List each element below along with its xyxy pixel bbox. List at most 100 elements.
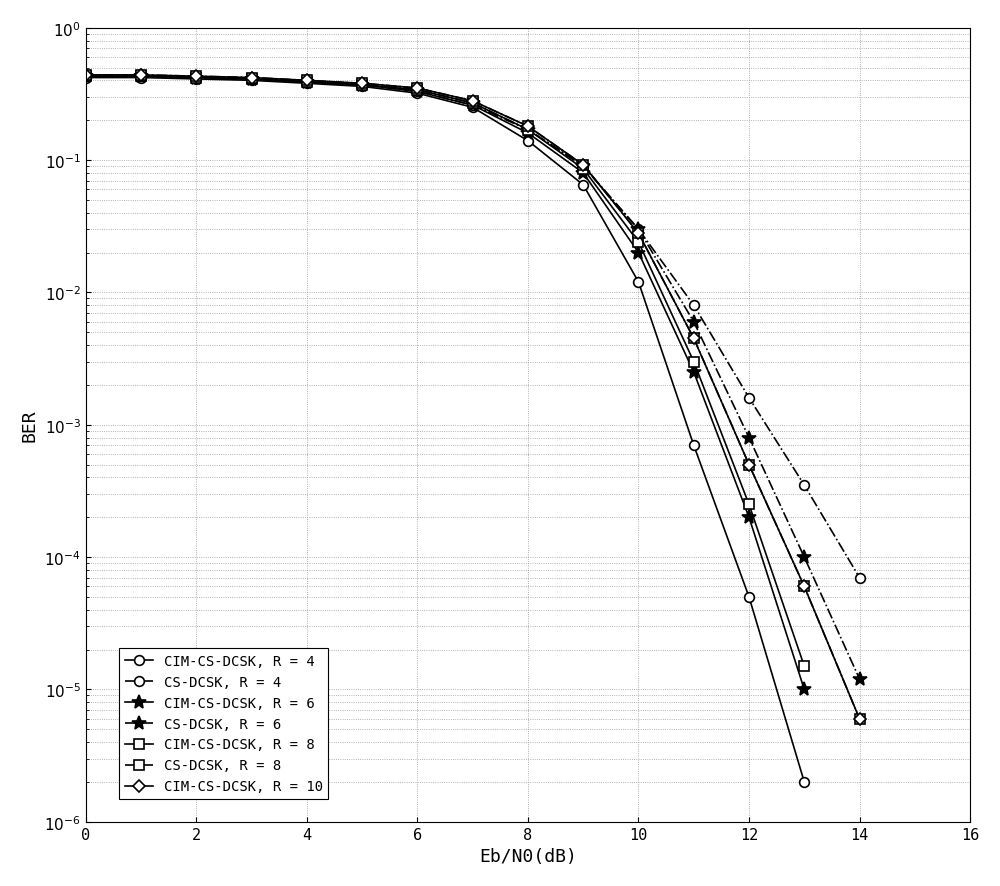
CIM-CS-DCSK, R = 6	[411, 87, 423, 97]
CIM-CS-DCSK, R = 4	[246, 76, 258, 87]
CS-DCSK, R = 6	[688, 317, 700, 328]
CIM-CS-DCSK, R = 6	[246, 74, 258, 85]
CS-DCSK, R = 8	[632, 229, 644, 239]
CS-DCSK, R = 8	[190, 72, 202, 82]
CS-DCSK, R = 8	[80, 71, 92, 82]
CIM-CS-DCSK, R = 4	[743, 592, 755, 602]
CIM-CS-DCSK, R = 8	[190, 74, 202, 84]
CS-DCSK, R = 6	[356, 81, 368, 91]
CS-DCSK, R = 8	[467, 97, 479, 107]
CS-DCSK, R = 6	[467, 98, 479, 109]
CIM-CS-DCSK, R = 6	[190, 74, 202, 84]
CIM-CS-DCSK, R = 8	[577, 164, 589, 175]
CS-DCSK, R = 4	[688, 300, 700, 311]
CS-DCSK, R = 4	[743, 392, 755, 403]
CIM-CS-DCSK, R = 4	[301, 79, 313, 89]
CS-DCSK, R = 4	[80, 72, 92, 82]
CIM-CS-DCSK, R = 8	[467, 98, 479, 109]
CIM-CS-DCSK, R = 10	[577, 160, 589, 171]
Legend: CIM-CS-DCSK, R = 4, CS-DCSK, R = 4, CIM-CS-DCSK, R = 6, CS-DCSK, R = 6, CIM-CS-D: CIM-CS-DCSK, R = 4, CS-DCSK, R = 4, CIM-…	[119, 649, 328, 799]
CS-DCSK, R = 6	[798, 552, 810, 563]
CIM-CS-DCSK, R = 10	[80, 71, 92, 82]
CS-DCSK, R = 4	[135, 72, 147, 82]
CIM-CS-DCSK, R = 8	[356, 81, 368, 91]
CIM-CS-DCSK, R = 4	[190, 74, 202, 85]
CIM-CS-DCSK, R = 8	[301, 77, 313, 88]
CIM-CS-DCSK, R = 8	[688, 357, 700, 368]
CIM-CS-DCSK, R = 4	[80, 74, 92, 84]
CIM-CS-DCSK, R = 6	[743, 512, 755, 523]
CS-DCSK, R = 6	[632, 225, 644, 236]
Line: CIM-CS-DCSK, R = 4: CIM-CS-DCSK, R = 4	[81, 74, 809, 787]
CIM-CS-DCSK, R = 6	[632, 248, 644, 259]
CIM-CS-DCSK, R = 10	[301, 76, 313, 87]
CIM-CS-DCSK, R = 8	[632, 237, 644, 248]
CIM-CS-DCSK, R = 4	[522, 136, 534, 147]
CIM-CS-DCSK, R = 10	[743, 460, 755, 470]
CS-DCSK, R = 8	[246, 74, 258, 84]
CIM-CS-DCSK, R = 6	[522, 128, 534, 139]
Y-axis label: BER: BER	[21, 409, 39, 441]
CS-DCSK, R = 4	[632, 225, 644, 236]
CIM-CS-DCSK, R = 4	[688, 440, 700, 451]
CIM-CS-DCSK, R = 10	[522, 121, 534, 132]
CS-DCSK, R = 4	[522, 125, 534, 136]
Line: CIM-CS-DCSK, R = 6: CIM-CS-DCSK, R = 6	[79, 70, 811, 696]
CIM-CS-DCSK, R = 10	[688, 333, 700, 344]
CIM-CS-DCSK, R = 8	[246, 74, 258, 85]
CS-DCSK, R = 4	[190, 74, 202, 84]
CIM-CS-DCSK, R = 10	[411, 83, 423, 94]
CS-DCSK, R = 8	[743, 460, 755, 470]
CS-DCSK, R = 8	[522, 121, 534, 132]
Line: CIM-CS-DCSK, R = 8: CIM-CS-DCSK, R = 8	[81, 73, 809, 672]
CS-DCSK, R = 8	[135, 71, 147, 82]
CIM-CS-DCSK, R = 4	[135, 74, 147, 84]
CS-DCSK, R = 6	[577, 161, 589, 172]
CS-DCSK, R = 6	[135, 72, 147, 82]
CIM-CS-DCSK, R = 10	[798, 581, 810, 592]
CS-DCSK, R = 6	[522, 125, 534, 136]
Line: CS-DCSK, R = 4: CS-DCSK, R = 4	[81, 73, 864, 583]
CIM-CS-DCSK, R = 8	[80, 72, 92, 82]
CS-DCSK, R = 6	[80, 72, 92, 82]
CS-DCSK, R = 8	[688, 333, 700, 344]
CIM-CS-DCSK, R = 10	[246, 74, 258, 84]
CIM-CS-DCSK, R = 8	[522, 125, 534, 136]
CIM-CS-DCSK, R = 10	[854, 713, 866, 724]
CS-DCSK, R = 6	[246, 74, 258, 85]
CS-DCSK, R = 4	[854, 572, 866, 583]
CIM-CS-DCSK, R = 4	[798, 777, 810, 788]
CS-DCSK, R = 8	[854, 713, 866, 724]
CIM-CS-DCSK, R = 6	[467, 101, 479, 112]
Line: CS-DCSK, R = 6: CS-DCSK, R = 6	[79, 70, 866, 686]
CIM-CS-DCSK, R = 8	[411, 85, 423, 96]
CS-DCSK, R = 8	[411, 83, 423, 94]
CIM-CS-DCSK, R = 10	[467, 97, 479, 107]
CS-DCSK, R = 6	[411, 85, 423, 96]
CIM-CS-DCSK, R = 6	[577, 168, 589, 179]
CS-DCSK, R = 6	[190, 74, 202, 84]
CS-DCSK, R = 4	[577, 161, 589, 172]
CIM-CS-DCSK, R = 8	[135, 72, 147, 82]
CS-DCSK, R = 4	[467, 101, 479, 112]
CIM-CS-DCSK, R = 6	[301, 77, 313, 88]
Line: CS-DCSK, R = 8: CS-DCSK, R = 8	[81, 71, 864, 724]
CIM-CS-DCSK, R = 10	[135, 71, 147, 82]
CIM-CS-DCSK, R = 10	[632, 229, 644, 239]
CIM-CS-DCSK, R = 4	[467, 103, 479, 113]
CIM-CS-DCSK, R = 10	[190, 72, 202, 82]
CIM-CS-DCSK, R = 6	[688, 368, 700, 378]
CIM-CS-DCSK, R = 8	[798, 661, 810, 672]
CS-DCSK, R = 6	[301, 77, 313, 88]
CS-DCSK, R = 6	[743, 432, 755, 443]
CIM-CS-DCSK, R = 4	[577, 180, 589, 190]
CIM-CS-DCSK, R = 6	[798, 684, 810, 695]
CS-DCSK, R = 4	[798, 480, 810, 491]
Line: CIM-CS-DCSK, R = 10: CIM-CS-DCSK, R = 10	[82, 72, 864, 723]
CIM-CS-DCSK, R = 6	[356, 81, 368, 91]
CIM-CS-DCSK, R = 6	[135, 72, 147, 82]
CS-DCSK, R = 6	[854, 674, 866, 685]
X-axis label: Eb/N0(dB): Eb/N0(dB)	[479, 847, 577, 866]
CS-DCSK, R = 8	[577, 160, 589, 171]
CIM-CS-DCSK, R = 6	[80, 72, 92, 82]
